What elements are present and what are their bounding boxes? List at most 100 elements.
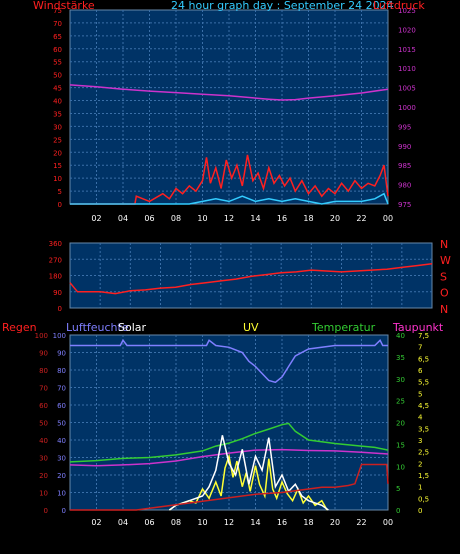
wind-pressure-ticks: 0510152025303540455055606570759759809859… — [53, 7, 416, 223]
humidity-tick-label: 40 — [57, 437, 66, 445]
wind-pressure-x-tick-label: 20 — [330, 214, 340, 223]
rain-tick-label: 30 — [39, 455, 48, 463]
wind-tick-label: 50 — [53, 72, 62, 80]
rain-tick-label: 80 — [39, 367, 48, 375]
wind-pressure-x-tick-label: 16 — [277, 214, 287, 223]
pressure-tick-label: 985 — [398, 162, 411, 170]
temperature-tick-label: 20 — [396, 420, 405, 428]
wind-tick-label: 55 — [53, 59, 62, 67]
humidity-line — [70, 338, 388, 384]
pressure-tick-label: 1000 — [398, 104, 416, 112]
climate-x-tick-label: 18 — [303, 518, 313, 527]
wind-tick-label: 0 — [58, 201, 62, 209]
wind-pressure-x-tick-label: 08 — [171, 214, 181, 223]
wind-pressure-x-tick-label: 14 — [250, 214, 260, 223]
pressure-tick-label: 1020 — [398, 26, 416, 34]
humidity-tick-label: 30 — [57, 455, 66, 463]
wind-tick-label: 40 — [53, 98, 62, 106]
pressure-line — [69, 84, 389, 101]
temperature-axis-title: Temperatur — [311, 321, 376, 334]
wind-tick-label: 65 — [53, 33, 62, 41]
uv-tick-label: 7 — [418, 344, 422, 352]
climate-x-tick-label: 08 — [171, 518, 181, 527]
uv-tick-label: 4 — [418, 414, 423, 422]
uv-tick-label: 1 — [418, 484, 422, 492]
pressure-tick-label: 975 — [398, 201, 411, 209]
uv-tick-label: 1,5 — [418, 472, 429, 480]
rain-tick-label: 50 — [39, 420, 48, 428]
direction-side-label: N — [440, 303, 448, 316]
wind-pressure-panel: 0510152025303540455055606570759759809859… — [33, 0, 425, 223]
uv-tick-label: 0,5 — [418, 495, 429, 503]
direction-side-label: O — [440, 287, 449, 300]
humidity-tick-label: 0 — [62, 507, 66, 515]
temperature-tick-label: 35 — [396, 354, 405, 362]
uv-tick-label: 3 — [418, 437, 422, 445]
humidity-tick-label: 20 — [57, 472, 66, 480]
wind-tick-label: 45 — [53, 85, 62, 93]
wind-pressure-x-tick-label: 04 — [118, 214, 128, 223]
uv-tick-label: 5,5 — [418, 379, 429, 387]
climate-x-tick-label: 14 — [250, 518, 260, 527]
dewpoint-axis-title: Taupunkt — [392, 321, 444, 334]
wind-speed-line — [70, 154, 389, 205]
pressure-tick-label: 1025 — [398, 7, 416, 15]
climate-x-tick-label: 16 — [277, 518, 287, 527]
pressure-tick-label: 1005 — [398, 85, 416, 93]
temperature-tick-label: 40 — [396, 332, 405, 340]
wind-pressure-x-tick-label: 22 — [356, 214, 366, 223]
temperature-tick-label: 25 — [396, 398, 405, 406]
humidity-tick-label: 80 — [57, 367, 66, 375]
wind-pressure-x-tick-label: 00 — [383, 214, 393, 223]
rain-line — [70, 463, 389, 511]
climate-x-tick-label: 20 — [330, 518, 340, 527]
solar-legend: Solar — [118, 321, 147, 334]
humidity-tick-label: 100 — [53, 332, 66, 340]
wind-tick-label: 60 — [53, 46, 62, 54]
temperature-tick-label: 30 — [396, 376, 405, 384]
direction-side-label: S — [440, 270, 447, 283]
temperature-tick-label: 15 — [396, 441, 405, 449]
pressure-tick-label: 995 — [398, 123, 411, 131]
climate-x-tick-label: 10 — [197, 518, 207, 527]
wind-tick-label: 5 — [58, 188, 62, 196]
wind-tick-label: 35 — [53, 110, 62, 118]
humidity-tick-label: 70 — [57, 385, 66, 393]
wind-pressure-x-tick-label: 06 — [144, 214, 154, 223]
temperature-tick-label: 5 — [396, 485, 400, 493]
direction-tick-label: 0 — [58, 305, 62, 313]
wind-pressure-grid — [70, 10, 388, 204]
wind-pressure-x-tick-label: 02 — [91, 214, 101, 223]
uv-tick-label: 3,5 — [418, 425, 429, 433]
climate-series — [69, 338, 389, 511]
wind-tick-label: 10 — [53, 175, 62, 183]
climate-grid — [70, 335, 388, 510]
uv-tick-label: 2,5 — [418, 449, 429, 457]
wind-direction-line — [69, 263, 433, 295]
rain-tick-label: 70 — [39, 385, 48, 393]
climate-x-tick-label: 00 — [383, 518, 393, 527]
uv-tick-label: 2 — [418, 460, 422, 468]
climate-x-tick-label: 02 — [91, 518, 101, 527]
wind-direction-series — [69, 263, 433, 295]
uv-tick-label: 0 — [418, 507, 422, 515]
wind-direction-grid — [70, 243, 432, 308]
humidity-tick-label: 60 — [57, 402, 66, 410]
temperature-tick-label: 10 — [396, 463, 405, 471]
pressure-axis-title: Luftdruck — [373, 0, 425, 12]
wind-tick-label: 15 — [53, 162, 62, 170]
direction-side-label: N — [440, 238, 448, 251]
pressure-tick-label: 980 — [398, 182, 411, 190]
direction-tick-label: 90 — [53, 289, 62, 297]
temperature-line — [69, 422, 389, 463]
rain-tick-label: 40 — [39, 437, 48, 445]
pressure-tick-label: 1015 — [398, 46, 416, 54]
wind-tick-label: 25 — [53, 136, 62, 144]
uv-tick-label: 4,5 — [418, 402, 429, 410]
humidity-tick-label: 10 — [57, 490, 66, 498]
temperature-tick-label: 0 — [396, 507, 400, 515]
